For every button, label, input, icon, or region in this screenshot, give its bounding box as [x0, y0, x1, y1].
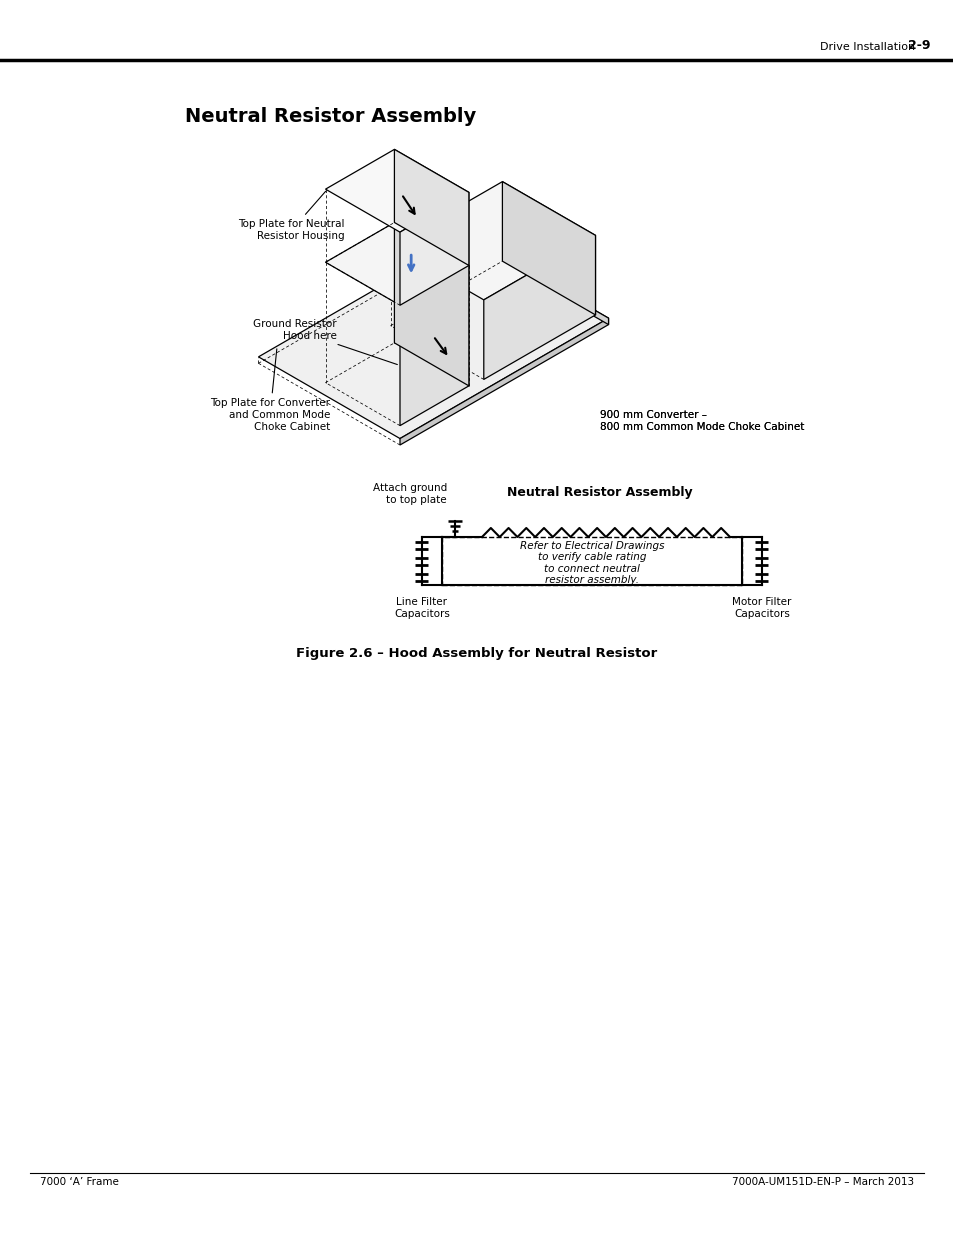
Polygon shape [258, 236, 608, 438]
Bar [441, 537, 741, 585]
Text: Drive Installation: Drive Installation [820, 42, 914, 52]
Text: 7000A-UM151D-EN-P – March 2013: 7000A-UM151D-EN-P – March 2013 [731, 1177, 913, 1187]
Text: Ground Resistor
Hood here: Ground Resistor Hood here [253, 319, 397, 364]
Polygon shape [325, 149, 469, 232]
Polygon shape [394, 222, 469, 385]
Text: Neutral Resistor Assembly: Neutral Resistor Assembly [185, 107, 476, 126]
Text: Figure 2.6 – Hood Assembly for Neutral Resistor: Figure 2.6 – Hood Assembly for Neutral R… [296, 647, 657, 659]
Text: 900 mm Converter –
800 mm Common Mode Choke Cabinet: 900 mm Converter – 800 mm Common Mode Ch… [599, 410, 803, 431]
Text: 2-9: 2-9 [907, 40, 929, 52]
Text: 900 mm Converter –
800 mm Common Mode Choke Cabinet: 900 mm Converter – 800 mm Common Mode Ch… [508, 230, 803, 431]
Text: Top Plate for Converter
and Common Mode
Choke Cabinet: Top Plate for Converter and Common Mode … [210, 348, 330, 431]
Text: Top Plate for Neutral
Resistor Housing: Top Plate for Neutral Resistor Housing [238, 191, 345, 241]
Polygon shape [394, 149, 469, 266]
Polygon shape [325, 222, 469, 305]
Text: Neutral Resistor Assembly: Neutral Resistor Assembly [507, 487, 692, 499]
Text: 7000 ‘A’ Frame: 7000 ‘A’ Frame [40, 1177, 119, 1187]
Polygon shape [467, 236, 608, 325]
Polygon shape [502, 182, 595, 315]
Text: Refer to Electrical Drawings
to verify cable rating
to connect neutral
resistor : Refer to Electrical Drawings to verify c… [519, 541, 663, 585]
Polygon shape [399, 266, 469, 426]
Text: Line Filter
Capacitors: Line Filter Capacitors [394, 597, 450, 619]
Polygon shape [391, 182, 595, 300]
Polygon shape [399, 319, 608, 445]
Polygon shape [399, 193, 469, 305]
Text: Attach ground
to top plate: Attach ground to top plate [373, 483, 447, 505]
Text: Motor Filter
Capacitors: Motor Filter Capacitors [732, 597, 791, 619]
Polygon shape [483, 236, 595, 379]
